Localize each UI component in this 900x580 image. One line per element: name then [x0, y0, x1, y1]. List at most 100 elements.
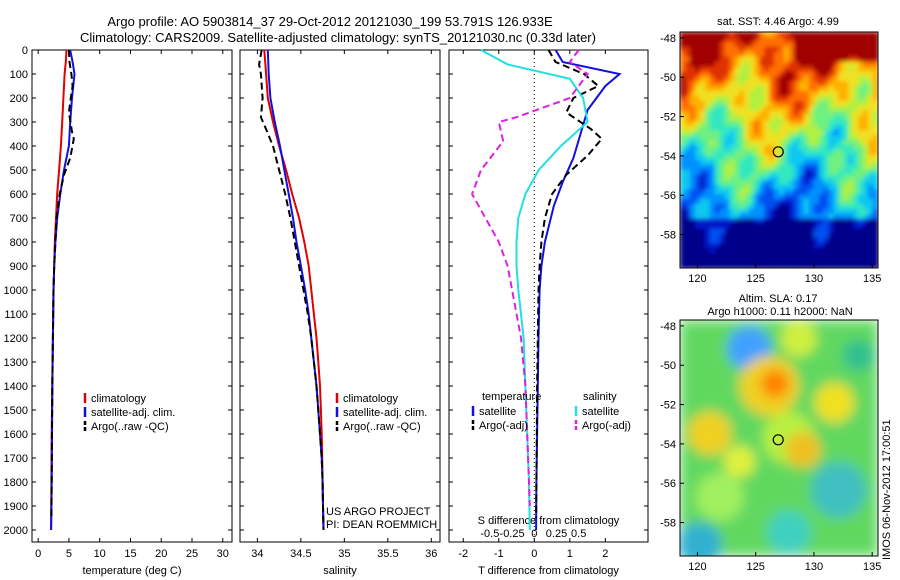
sst-cell [714, 194, 721, 200]
sst-cell [694, 120, 701, 127]
sst-cell [783, 56, 790, 63]
sst-cell [724, 174, 731, 181]
sst-cell [858, 120, 864, 127]
sst-cell [694, 218, 701, 225]
sst-cell [704, 199, 711, 205]
sst-cell [818, 61, 825, 68]
sst-cell [704, 159, 711, 166]
sst-cell [704, 194, 711, 200]
sst-cell [813, 159, 820, 166]
sst-cell [818, 223, 825, 230]
sst-cell [783, 81, 790, 87]
sst-cell [754, 218, 760, 225]
sst-cell [680, 174, 686, 181]
sst-cell [808, 194, 815, 200]
sst-cell [858, 36, 864, 43]
sst-cell [873, 110, 878, 117]
sst-cell [699, 243, 706, 249]
sst-cell [863, 61, 869, 68]
sst-cell [868, 56, 874, 63]
sst-cell [833, 243, 839, 249]
sst-cell [714, 120, 721, 127]
sst-cell [709, 66, 716, 72]
sst-cell [719, 213, 726, 220]
sst-cell [699, 209, 706, 215]
sst-cell [734, 135, 740, 141]
sst-cell [724, 238, 731, 245]
sst-cell [863, 209, 869, 215]
sst-cell [754, 169, 760, 176]
sst-cell [764, 169, 770, 176]
sst-cell [774, 46, 780, 53]
sst-cell [858, 204, 864, 210]
sst-cell [848, 169, 854, 176]
sst-cell [749, 154, 755, 161]
sst-cell [863, 263, 869, 268]
sst-cell [788, 194, 795, 200]
sst-cell [729, 154, 736, 161]
map-ytick-label: -52 [660, 112, 676, 124]
sst-cell [684, 46, 691, 53]
s-tick-label: 0.5 [571, 528, 586, 540]
xtick-label: 0 [531, 548, 537, 560]
sst-cell [734, 81, 740, 87]
sst-cell [739, 228, 745, 235]
sst-cell [754, 32, 760, 38]
sst-cell [729, 120, 736, 127]
project-label: US ARGO PROJECT [326, 506, 431, 518]
sst-cell [759, 135, 765, 141]
sst-cell [714, 233, 721, 240]
sst-cell [769, 51, 775, 58]
sst-cell [719, 32, 726, 38]
sst-cell [724, 263, 731, 268]
sst-cell [843, 179, 849, 186]
sst-cell [788, 223, 795, 230]
sst-cell [843, 71, 849, 77]
sst-cell [808, 248, 815, 254]
sst-cell [744, 209, 750, 215]
sst-cell [783, 71, 790, 77]
sst-cell [838, 61, 844, 68]
sst-cell [774, 159, 780, 166]
sst-cell [783, 199, 790, 205]
sst-cell [719, 115, 726, 122]
sst-cell [709, 194, 716, 200]
sst-cell [838, 135, 844, 141]
sst-cell [714, 248, 721, 254]
sst-cell [853, 145, 859, 151]
sst-cell [744, 228, 750, 235]
sst-cell [788, 189, 795, 195]
sst-cell [838, 184, 844, 190]
sst-cell [744, 140, 750, 146]
sst-cell [714, 258, 721, 264]
s-tick-label: -0.25 [500, 528, 525, 540]
sst-cell [779, 91, 785, 97]
sst-cell [764, 154, 770, 161]
sst-cell [739, 150, 745, 156]
sst-cell [868, 130, 874, 136]
sst-cell [873, 51, 878, 58]
sst-cell [833, 41, 839, 48]
sst-cell [724, 86, 731, 92]
sst-cell [833, 228, 839, 235]
sst-cell [734, 56, 740, 63]
sst-cell [783, 41, 790, 48]
sst-cell [744, 223, 750, 230]
sst-cell [719, 66, 726, 72]
sst-cell [719, 41, 726, 48]
sst-cell [689, 91, 696, 97]
sst-cell [813, 199, 820, 205]
sst-cell [853, 95, 859, 102]
sst-cell [863, 41, 869, 48]
sst-cell [749, 199, 755, 205]
sst-cell [813, 130, 820, 136]
sst-cell [798, 76, 805, 82]
sst-cell [774, 105, 780, 112]
sst-cell [734, 130, 740, 136]
sst-cell [709, 41, 716, 48]
sst-cell [684, 169, 691, 176]
sst-cell [853, 150, 859, 156]
sst-cell [803, 125, 810, 131]
sst-cell [769, 91, 775, 97]
sst-cell [719, 248, 726, 254]
